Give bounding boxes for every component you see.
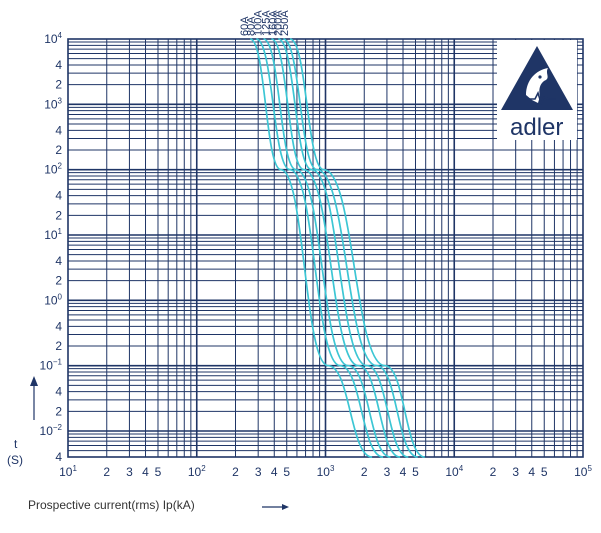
series-label-80a: 80A: [245, 16, 257, 36]
y-tick-label: 104: [44, 31, 62, 46]
curve-125a: [270, 38, 401, 458]
curve-250a: [289, 38, 425, 458]
x-tick-label: 2: [361, 465, 368, 479]
y-tick-label: 2: [55, 339, 62, 353]
x-tick-label: 101: [59, 464, 77, 479]
y-tick-label: 102: [44, 162, 62, 177]
y-tick-label: 4: [55, 189, 62, 203]
y-axis-label: t (S): [7, 376, 38, 467]
x-tick-label: 3: [384, 465, 391, 479]
x-tick-label: 5: [283, 465, 290, 479]
curves: [249, 38, 425, 458]
series-label-60a: 60A: [239, 16, 251, 36]
series-label-160a: 160A: [267, 10, 279, 36]
y-tick-labels: 104 4 2 103 4 2 102 4 2 101 4 2 100 4 2 10−1 4 2 10−2 4: [40, 31, 63, 464]
x-axis-arrowhead-icon: [282, 504, 289, 510]
y-tick-label: 10−1: [40, 358, 63, 373]
x-axis-label: Prospective current(rms) Ip(kA): [28, 498, 289, 512]
y-tick-label: 2: [55, 274, 62, 288]
logo-text: adler: [510, 114, 563, 141]
y-tick-label: 4: [55, 123, 62, 137]
x-tick-label: 103: [317, 464, 335, 479]
y-tick-label: 4: [55, 58, 62, 72]
x-tick-label: 4: [400, 465, 407, 479]
y-tick-label: 2: [55, 404, 62, 418]
series-label-100a: 100A: [253, 10, 265, 36]
x-tick-label: 3: [255, 465, 262, 479]
y-tick-label: 4: [55, 385, 62, 399]
y-tick-label: 2: [55, 208, 62, 222]
y-tick-label: 101: [44, 227, 62, 242]
x-tick-label: 105: [574, 464, 592, 479]
y-tick-label: 10−2: [40, 423, 63, 438]
x-tick-label: 3: [126, 465, 133, 479]
curve-200a: [282, 38, 418, 458]
y-tick-label: 2: [55, 143, 62, 157]
x-tick-labels: 101 2 3 4 5 102 2 3 4 5 103 2 3 4 5 104 2 3 4 5 105: [59, 464, 592, 479]
x-tick-label: 2: [490, 465, 497, 479]
eagle-head-icon: [526, 68, 548, 103]
y-tick-label: 4: [55, 319, 62, 333]
curve-100a: [263, 38, 391, 458]
x-tick-label: 4: [528, 465, 535, 479]
curve-60a: [249, 38, 373, 458]
x-tick-label: 102: [188, 464, 206, 479]
adler-logo: adler: [497, 40, 577, 141]
series-label-125a: 125A: [260, 10, 272, 36]
eagle-eye-icon: [538, 75, 542, 79]
x-tick-label: 5: [155, 465, 162, 479]
series-label-250a: 250A: [279, 10, 291, 36]
x-tick-label: 5: [412, 465, 419, 479]
curve-80a: [255, 38, 384, 458]
x-tick-label: 104: [445, 464, 463, 479]
y-tick-label: 4: [55, 254, 62, 268]
y-tick-label: 100: [44, 292, 62, 307]
y-axis-label-unit: (S): [7, 453, 23, 467]
y-tick-label: 4: [55, 450, 62, 464]
y-tick-label: 103: [44, 96, 62, 111]
pulse-line-icon: [528, 90, 556, 106]
x-tick-label: 4: [142, 465, 149, 479]
series-label-200a: 200A: [272, 10, 284, 36]
x-tick-label: 4: [271, 465, 278, 479]
x-tick-label: 3: [512, 465, 519, 479]
y-axis-label-t: t: [14, 437, 18, 451]
x-axis-label-text: Prospective current(rms) Ip(kA): [28, 498, 195, 512]
x-tick-label: 2: [232, 465, 239, 479]
x-tick-label: 5: [541, 465, 548, 479]
y-tick-label: 2: [55, 78, 62, 92]
y-axis-arrowhead-icon: [30, 376, 38, 386]
x-tick-label: 2: [103, 465, 110, 479]
curve-160a: [277, 38, 409, 458]
